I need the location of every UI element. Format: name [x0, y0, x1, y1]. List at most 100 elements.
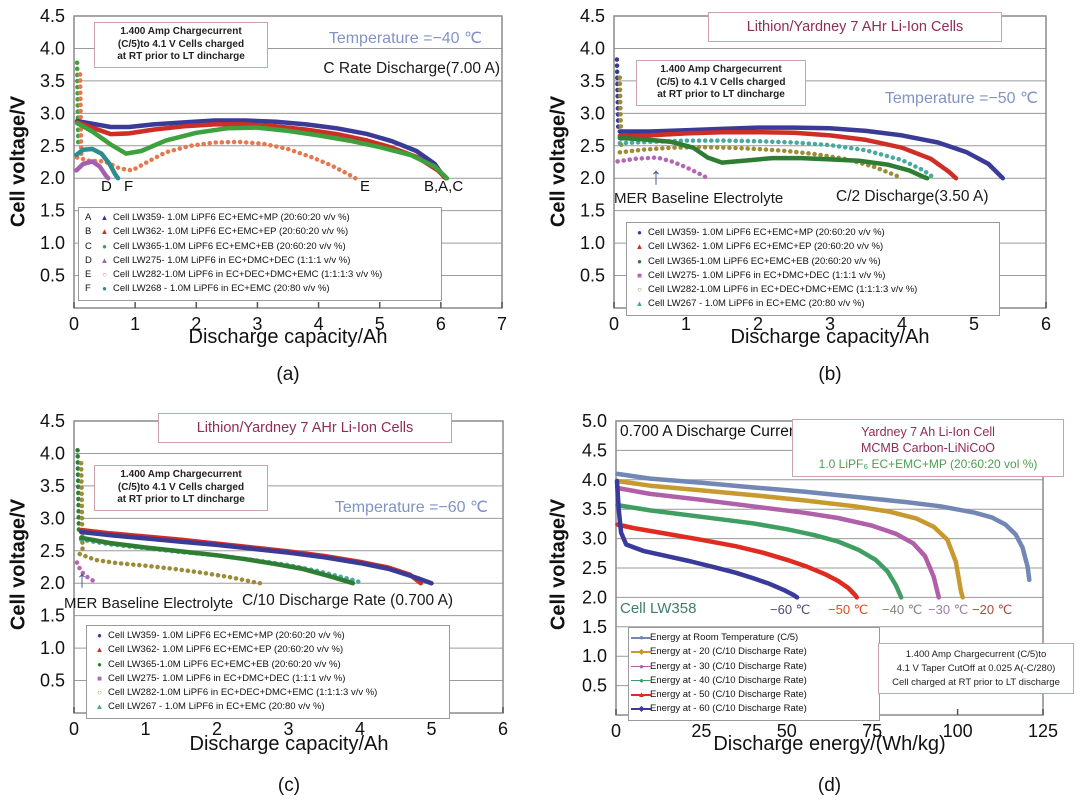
legend-label: Cell LW362- 1.0M LiPF6 EC+EMC+EP (20:60:…: [113, 226, 349, 238]
series-F-LW268: [74, 146, 121, 181]
x-axis-title: Discharge energy/(Wh/kg): [713, 733, 946, 755]
y-tick-label: 3.0: [582, 529, 607, 549]
legend-label: Energy at - 40 (C/10 Discharge Rate): [650, 674, 807, 686]
plot-frame: [73, 15, 503, 309]
legend-entry: ▲ Cell LW267 - 1.0M LiPF6 in EC+EMC (20:8…: [633, 297, 993, 311]
legend-label: Cell LW365-1.0M LiPF6 EC+EMC+EB (20:60:2…: [648, 255, 881, 267]
y-tick-label: 2.5: [582, 558, 607, 578]
legend-marker-icon: ●: [631, 661, 652, 673]
legend-d: ● Energy at Room Temperature (C/5) ◆ Energy…: [628, 627, 880, 721]
arrow-up-icon: ↑: [650, 163, 662, 190]
legend-marker-icon: ○: [102, 270, 107, 280]
temp-label-minus30: −30 ℃: [928, 602, 969, 617]
y-tick-label: 2.0: [40, 168, 65, 188]
y-tick-label: 2.5: [580, 136, 605, 156]
x-tick-label: 6: [1041, 314, 1051, 334]
series-minus-30: [615, 485, 942, 600]
y-tick-label: 2.0: [582, 587, 607, 607]
charge-note-box: 1.400 Amp Chargecurrent (C/5) to 4.1 V C…: [636, 60, 806, 106]
series-minus-60: [614, 478, 800, 600]
cell-info-line: Yardney 7 Ah Li-Ion Cell: [861, 425, 995, 439]
charge-note-box: 1.400 Amp Chargecurrent (C/5)to 4.1 V Ce…: [94, 465, 268, 511]
panel-d: 5.0 4.5 4.0 3.5 3.0 2.5 2.0 1.5 1.0 0.5 0 25 50 75 100…: [540, 403, 1080, 806]
legend-label: Energy at - 60 (C/10 Discharge Rate): [650, 703, 807, 715]
x-tick-label: 2: [212, 719, 222, 739]
legend-entry: ◆ Energy at - 60 (C/10 Discharge Rate): [631, 702, 873, 716]
legend-entry: ■ Cell LW275- 1.0M LiPF6 in EC+DMC+DEC (1…: [93, 672, 443, 686]
legend-key: A: [85, 212, 92, 223]
legend-marker-icon: ▲: [100, 227, 109, 237]
panel-a: 4.5 4.0 3.5 3.0 2.5 2.0 1.5 1.0 0.5 0 1 2 3 4 5 6 7 Cell…: [0, 0, 540, 403]
cell-info-line: MCMB Carbon-LiNiCoO: [860, 441, 996, 456]
y-tick-label: 4.5: [40, 6, 65, 26]
y-tick-label: 4.5: [582, 440, 607, 460]
discharge-current-label: 0.700 A Discharge Current: [620, 423, 802, 440]
series-LW365: [78, 535, 356, 586]
legend-entry: ○ Cell LW282-1.0M LiPF6 in EC+DEC+DMC+EMC…: [93, 686, 443, 700]
arrow-up-icon: ↑: [76, 566, 88, 593]
y-tick-label: 1.0: [40, 233, 65, 253]
legend-label: Energy at - 20 (C/10 Discharge Rate): [650, 646, 807, 658]
y-tick-label: 4.0: [580, 38, 605, 58]
charge-note-box: 1.400 Amp Chargecurrent (C/5)to 4.1 V Ce…: [94, 22, 268, 68]
x-tick-label: 5: [969, 314, 979, 334]
legend-label: Cell LW365-1.0M LiPF6 EC+EMC+EB (20:60:2…: [108, 658, 341, 670]
y-tick-label: 2.5: [40, 541, 65, 561]
chart-b-plot: 4.5 4.0 3.5 3.0 2.5 2.0 1.5 1.0 0.5 0 1 2 3 4 5 6: [580, 6, 1051, 334]
x-axis-title: Discharge capacity/Ah: [189, 733, 389, 755]
series-LW275: [74, 560, 100, 586]
x-tick-label: 4: [897, 314, 907, 334]
legend-entry: ● Energy at - 40 (C/10 Discharge Rate): [631, 674, 873, 688]
cell-name-label: Cell LW358: [620, 600, 697, 617]
x-tick-label: 0: [69, 314, 79, 334]
x-tick-label: 25: [691, 721, 711, 741]
legend-marker-icon: ▲: [100, 213, 109, 223]
legend-marker-icon: ○: [97, 688, 102, 698]
y-tick-label: 2.0: [580, 168, 605, 188]
temp-label-minus50: −50 ℃: [828, 602, 869, 617]
cell-info-box: Yardney 7 Ah Li-Ion Cell MCMB Carbon-LiN…: [792, 419, 1064, 478]
y-tick-label: 4.5: [40, 411, 65, 431]
y-tick-label: 1.5: [580, 201, 605, 221]
y-axis-title: Cell voltage/V: [547, 498, 570, 631]
legend-marker-icon: ●: [102, 284, 107, 294]
taper-note-box: 1.400 Amp Chargecurrent (C/5)to 4.1 V Ta…: [878, 643, 1074, 695]
x-tick-label: 0: [69, 719, 79, 739]
series-C-LW365: [74, 120, 450, 181]
x-tick-label: 0: [609, 314, 619, 334]
legend-entry: F ● Cell LW268 - 1.0M LiPF6 in EC+EMC (20:…: [85, 282, 435, 296]
x-tick-label: 0: [611, 721, 621, 741]
charge-note-line: (C/5)to 4.1 V Cells charged: [117, 481, 245, 493]
legend-label: Cell LW282-1.0M LiPF6 in EC+DEC+DMC+EMC …: [113, 269, 383, 280]
legend-marker-icon: ○: [637, 285, 642, 295]
charge-note-line: at RT prior to LT dincharge: [117, 494, 245, 505]
series-LW362: [617, 129, 959, 181]
y-tick-label: 1.5: [40, 606, 65, 626]
legend-entry: ▲ Energy at - 50 (C/10 Discharge Rate): [631, 688, 873, 702]
y-tick-label: 1.0: [40, 638, 65, 658]
temp-label-minus20: −20 ℃: [972, 602, 1013, 617]
cell-info-line: 1.0 LiPF₆ EC+EMC+MP (20:60:20 vol %): [818, 456, 1038, 471]
legend-marker-icon: ●: [637, 228, 642, 238]
legend-c: ● Cell LW359- 1.0M LiPF6 EC+EMC+MP (20:60…: [86, 625, 450, 719]
y-tick-label: 4.0: [582, 470, 607, 490]
legend-marker-icon: ◆: [631, 646, 652, 658]
legend-entry: A ▲ Cell LW359- 1.0M LiPF6 EC+EMC+MP (20:6…: [85, 211, 435, 225]
y-tick-label: 0.5: [582, 676, 607, 696]
y-tick-label: 0.5: [40, 671, 65, 691]
curve-label-e: E: [360, 178, 371, 195]
cells-title-box: Lithion/Yardney 7 AHr Li-Ion Cells: [158, 413, 452, 443]
y-tick-label: 0.5: [40, 266, 65, 286]
legend-label: Cell LW275- 1.0M LiPF6 in EC+DMC+DEC (1:…: [648, 269, 886, 281]
legend-label: Cell LW365-1.0M LiPF6 EC+EMC+EB (20:60:2…: [113, 240, 346, 252]
legend-entry: ● Cell LW359- 1.0M LiPF6 EC+EMC+MP (20:60…: [633, 226, 993, 240]
charge-note-line: 1.400 Amp Chargecurrent: [120, 26, 242, 37]
legend-entry: ◆ Energy at - 20 (C/10 Discharge Rate): [631, 645, 873, 659]
legend-key: F: [85, 283, 91, 295]
charge-note-line: at RT prior to LT dincharge: [657, 89, 785, 100]
y-tick-label: 1.0: [582, 646, 607, 666]
legend-marker-icon: ▲: [635, 299, 644, 309]
y-tick-label: 2.0: [40, 573, 65, 593]
series-A-LW359: [74, 118, 447, 180]
x-tick-label: 4: [355, 719, 365, 739]
